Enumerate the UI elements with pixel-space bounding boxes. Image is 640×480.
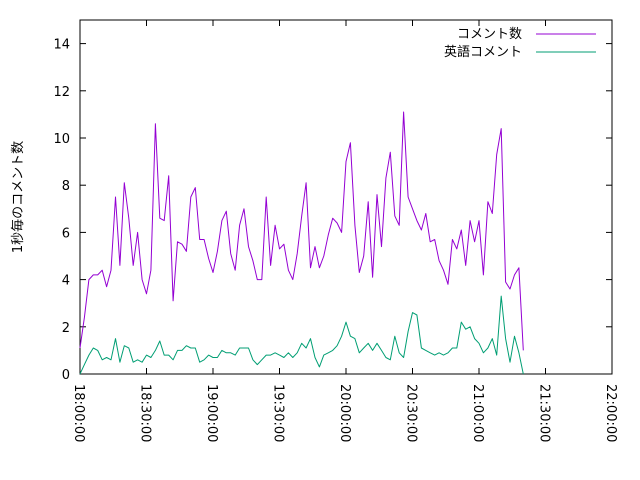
y-tick-label: 6 [62,226,70,241]
x-tick-label: 18:30:00 [138,384,153,442]
x-tick-label: 19:30:00 [271,384,286,442]
x-tick-label: 19:00:00 [204,384,219,442]
x-tick-label: 21:00:00 [470,384,485,442]
y-tick-label: 14 [53,38,70,53]
y-tick-label: 12 [53,85,70,100]
y-tick-label: 8 [62,179,70,194]
legend-label-1: コメント数 [457,27,522,42]
y-tick-label: 10 [53,132,70,147]
x-tick-label: 18:00:00 [71,384,86,442]
x-tick-label: 20:00:00 [337,384,352,442]
x-tick-label: 20:30:00 [404,384,419,442]
series-line-1 [79,111,524,351]
y-axis-label: 1秒毎のコメント数 [10,141,26,253]
x-tick-label: 22:00:00 [603,384,618,442]
series-line-2 [79,295,524,375]
y-tick-label: 0 [62,368,70,383]
plot-frame [79,19,613,375]
y-tick-label: 2 [62,321,70,336]
legend-label-2: 英語コメント [444,44,522,60]
y-tick-label: 4 [62,274,70,289]
x-tick-label: 21:30:00 [537,384,552,442]
